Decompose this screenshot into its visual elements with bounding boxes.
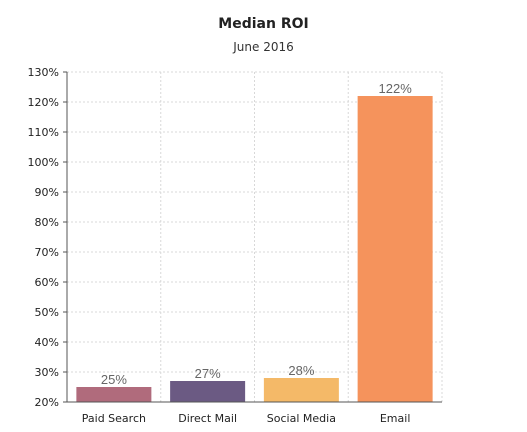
y-tick-label: 110%: [28, 126, 59, 139]
y-tick-label: 80%: [35, 216, 59, 229]
bar-social-media: [263, 378, 339, 402]
y-tick-label: 30%: [35, 366, 59, 379]
data-label: 25%: [101, 372, 127, 387]
y-tick-label: 120%: [28, 96, 59, 109]
y-tick-label: 100%: [28, 156, 59, 169]
chart-subtitle: June 2016: [233, 40, 294, 54]
bar-direct-mail: [170, 381, 246, 402]
y-tick-label: 20%: [35, 396, 59, 409]
chart-title: Median ROI: [218, 16, 309, 32]
y-tick-label: 70%: [35, 246, 59, 259]
data-label: 122%: [379, 81, 413, 96]
bar-paid-search: [76, 387, 152, 402]
x-tick-label: Social Media: [267, 412, 336, 425]
y-tick-label: 50%: [35, 306, 59, 319]
y-tick-label: 90%: [35, 186, 59, 199]
data-label: 27%: [195, 366, 221, 381]
data-label: 28%: [288, 363, 314, 378]
x-tick-label: Paid Search: [82, 412, 146, 425]
y-tick-label: 40%: [35, 336, 59, 349]
x-tick-label: Direct Mail: [178, 412, 237, 425]
x-tick-label: Email: [380, 412, 411, 425]
bar-email: [357, 96, 433, 402]
y-tick-label: 130%: [28, 66, 59, 79]
y-tick-label: 60%: [35, 276, 59, 289]
